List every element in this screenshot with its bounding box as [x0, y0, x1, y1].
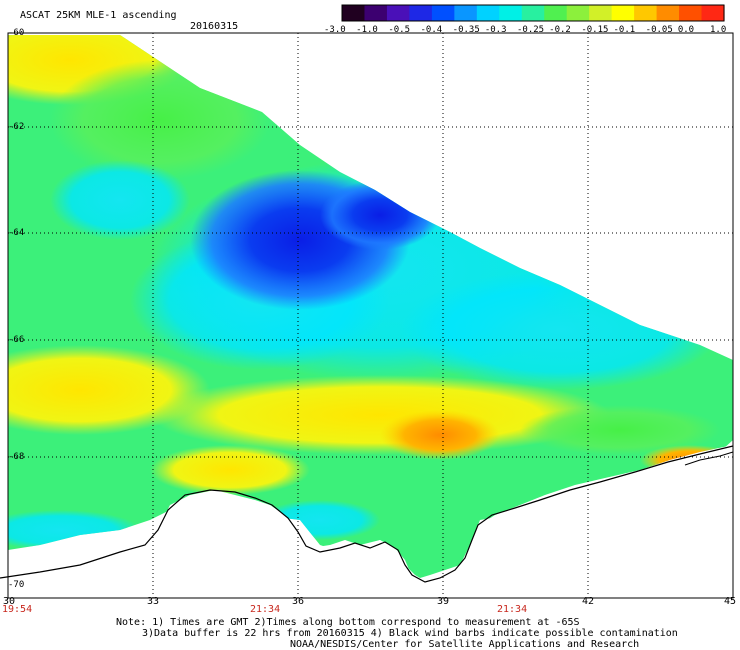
lon-label: 33	[147, 596, 160, 607]
colorbar-swatch	[499, 5, 523, 21]
lon-label: 30	[3, 596, 16, 607]
coastline	[0, 445, 734, 583]
lon-label: 39	[437, 596, 450, 607]
colorbar-swatch	[566, 5, 590, 21]
colorbar-label: -0.5	[388, 25, 411, 35]
colorbar-swatch	[701, 5, 725, 21]
colorbar-swatch	[589, 5, 613, 21]
lat-label: -68	[8, 452, 25, 462]
antarctic-land	[0, 445, 733, 600]
time-label: 21:34	[250, 604, 281, 615]
note-line-3: NOAA/NESDIS/Center for Satellite Applica…	[290, 639, 640, 650]
colorbar-label: -0.05	[645, 25, 673, 35]
map-title: ASCAT 25KM MLE-1 ascending	[20, 10, 177, 21]
map-date: 20160315	[190, 21, 239, 32]
lat-label: -60	[8, 28, 25, 38]
colorbar-swatch	[656, 5, 680, 21]
colorbar-swatch	[386, 5, 411, 21]
colorbar-label: -0.15	[581, 25, 609, 35]
lat-label: -66	[8, 335, 25, 345]
colorbar-swatch	[611, 5, 635, 21]
colorbar	[341, 4, 725, 22]
colorbar-label: 1.0	[710, 25, 727, 35]
graticule	[8, 33, 733, 598]
colorbar-label: -0.2	[549, 25, 571, 35]
colorbar-swatch	[431, 5, 455, 21]
colorbar-label: -0.25	[517, 25, 545, 35]
colorbar-label: 0.0	[677, 25, 695, 35]
lon-label: 45	[724, 596, 737, 607]
lat-label: -70	[8, 580, 25, 590]
colorbar-swatch	[454, 5, 478, 21]
colorbar-label: -0.4	[420, 25, 443, 35]
lon-label: 42	[582, 596, 595, 607]
coastline-east	[684, 451, 734, 466]
colorbar-frame	[341, 4, 725, 22]
colorbar-label: -1.0	[356, 25, 378, 35]
time-label: 19:54	[2, 604, 33, 615]
note-line-2: 3)Data buffer is 22 hrs from 20160315 4)…	[142, 628, 678, 639]
lon-label: 36	[292, 596, 305, 607]
colorbar-swatch	[364, 5, 388, 21]
colorbar-swatch	[342, 5, 366, 21]
colorbar-label: -0.35	[452, 25, 480, 35]
colorbar-label: -3.0	[324, 25, 346, 35]
time-label: 21:34	[497, 604, 528, 615]
note-line-1: Note: 1) Times are GMT 2)Times along bot…	[116, 617, 580, 628]
colorbar-swatch	[521, 5, 545, 21]
colorbar-swatch	[476, 5, 500, 21]
lat-label: -64	[8, 228, 25, 238]
colorbar-swatch	[679, 5, 703, 21]
colorbar-swatch	[634, 5, 658, 21]
colorbar-swatch	[409, 5, 433, 21]
colorbar-swatch	[544, 5, 568, 21]
colorbar-label: -0.1	[613, 25, 636, 35]
lat-label: -62	[8, 122, 25, 132]
colorbar-label: -0.3	[484, 25, 507, 35]
map-frame	[7, 32, 734, 599]
